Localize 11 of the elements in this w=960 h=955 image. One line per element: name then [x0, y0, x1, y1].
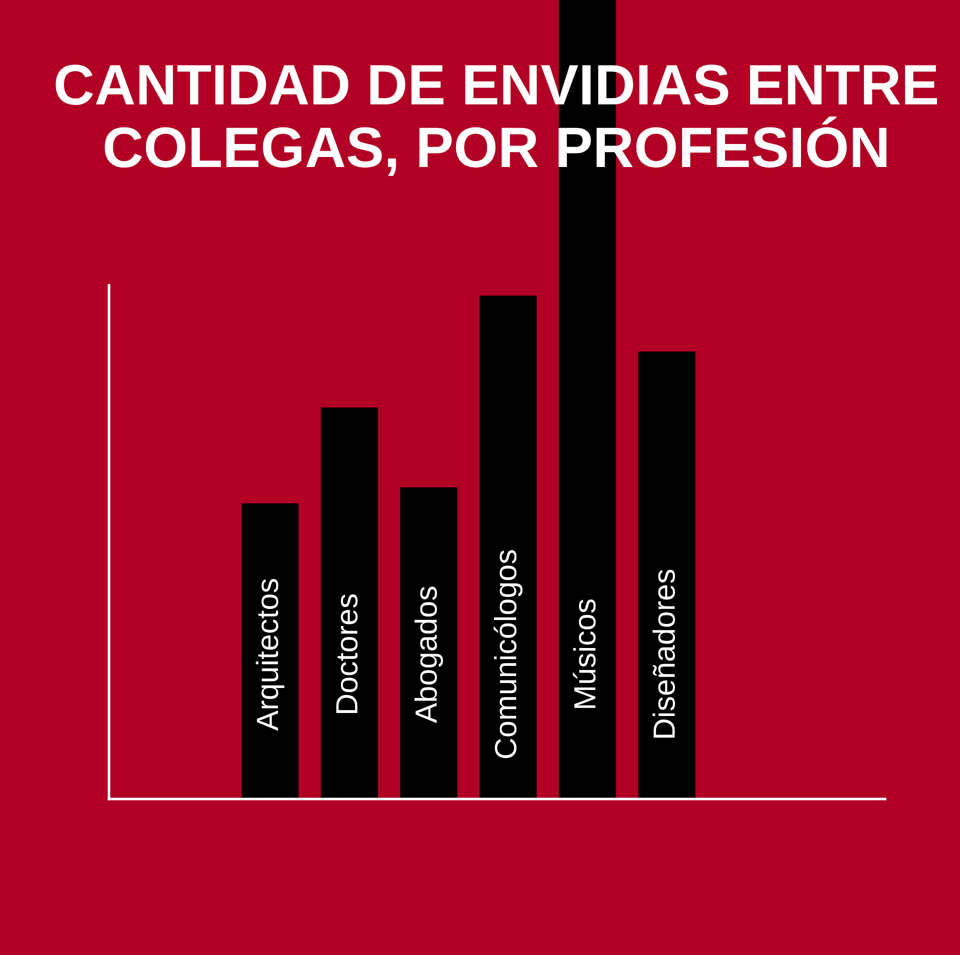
x-tick-label: Abogados [414, 586, 444, 724]
x-tick-label: Músicos [572, 599, 596, 708]
x-tick-label: Diseñadores [652, 570, 675, 738]
x-tick-label: Arquitectos [256, 579, 284, 731]
bar [638, 352, 696, 799]
x-tick-label: Doctores [336, 594, 358, 714]
bar [320, 407, 378, 799]
bar [400, 487, 458, 799]
x-tick-label: Comunicólogos [494, 550, 523, 758]
bar [242, 503, 299, 799]
bar [480, 296, 537, 799]
